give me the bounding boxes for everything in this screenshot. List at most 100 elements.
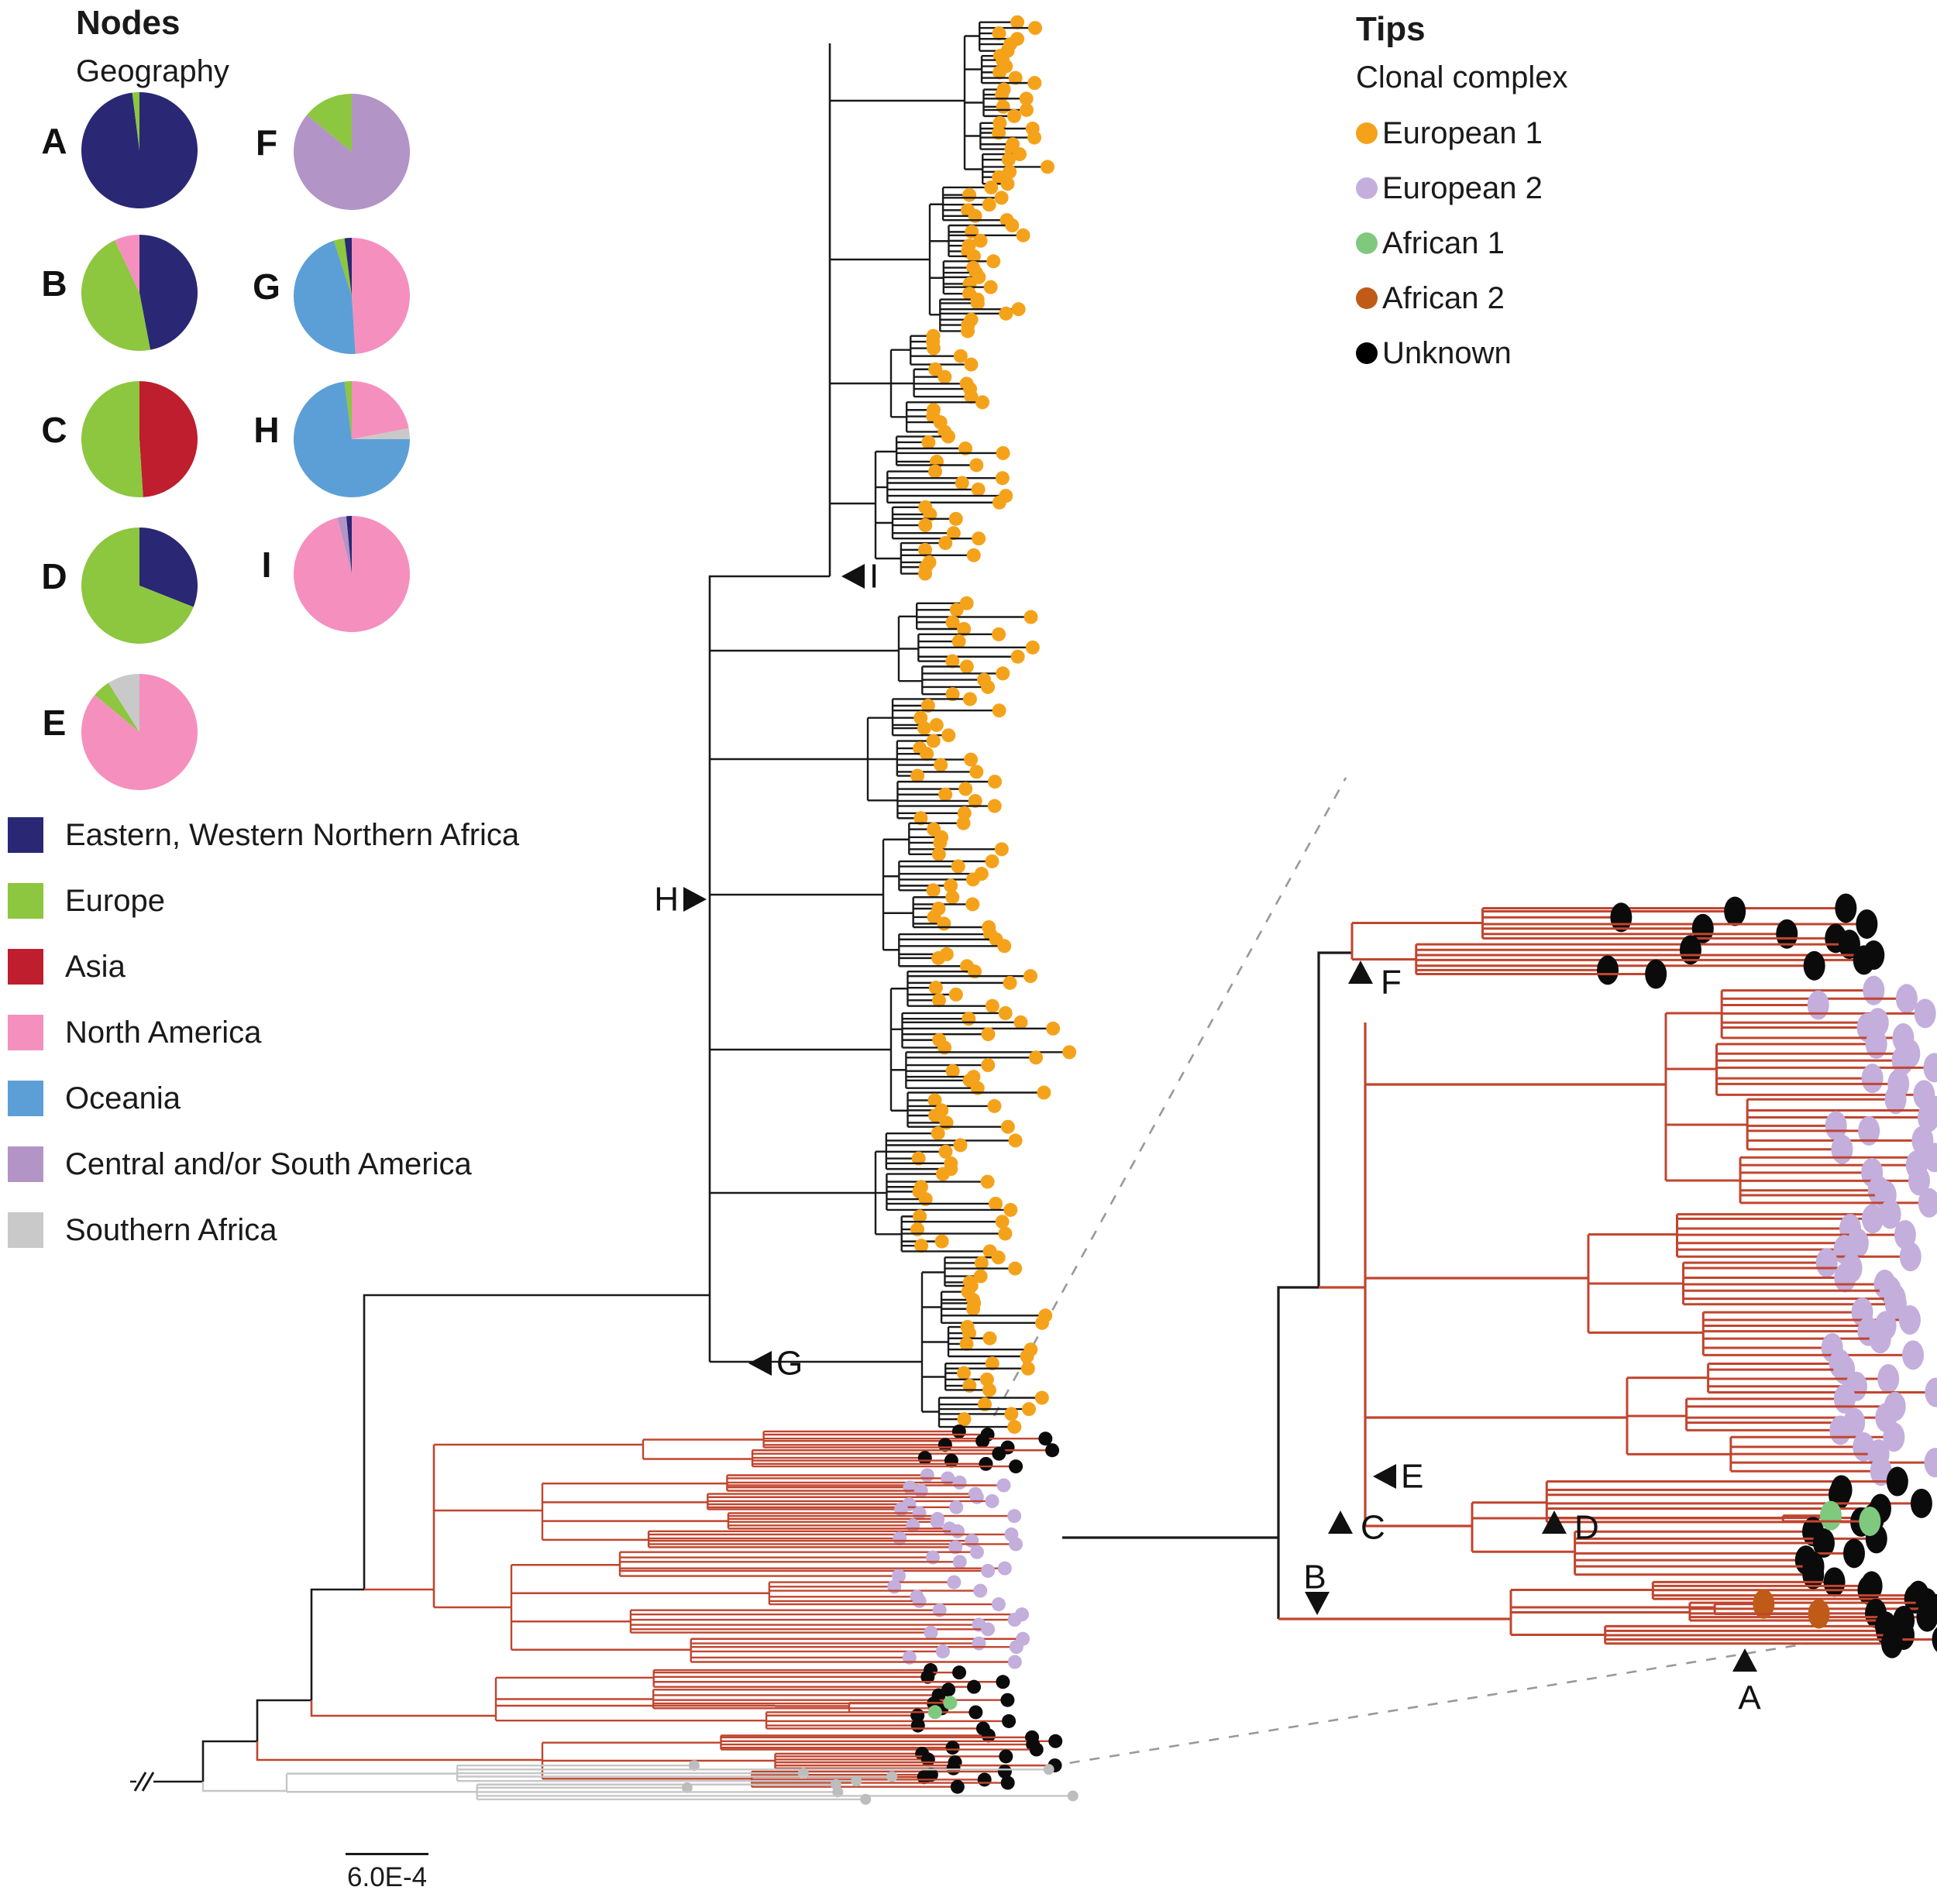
geography-legend-item-5: Central and/or South America — [8, 1146, 519, 1182]
tip-orange — [970, 1081, 985, 1095]
tip-orange — [979, 1372, 994, 1387]
tip-orange — [982, 1331, 997, 1346]
node-pie-B: B — [41, 235, 198, 351]
tip-orange — [1000, 177, 1015, 191]
tip-orange — [921, 435, 936, 449]
nodes-legend: Nodes Geography — [76, 4, 229, 88]
tip-black — [1886, 1466, 1908, 1497]
tip-orange — [928, 981, 943, 995]
tip-purple — [973, 1583, 988, 1598]
tree-backbone — [201, 1782, 287, 1792]
tips-legend-item-2: African 1 — [1356, 225, 1567, 262]
tip-orange — [993, 65, 1007, 80]
tip-orange — [974, 1256, 989, 1270]
tip-orange — [970, 296, 985, 311]
tip-purple — [1924, 1448, 1937, 1478]
tip-orange — [962, 1326, 976, 1341]
scale-bar-label: 6.0E-4 — [347, 1862, 428, 1892]
tip-orange — [965, 872, 980, 887]
pie-slice — [81, 381, 143, 497]
tip-orange — [1037, 1085, 1051, 1100]
tip-orange — [941, 728, 956, 743]
tip-purple — [1009, 1640, 1024, 1655]
tip-brown — [1808, 1599, 1830, 1629]
node-pie-letter-F: F — [256, 122, 277, 163]
tip-orange — [1016, 228, 1030, 242]
tip-orange — [946, 526, 961, 541]
tip-orange — [1023, 969, 1037, 984]
tip-purple — [1883, 1422, 1905, 1452]
tip-purple — [981, 1563, 996, 1578]
tip-black — [938, 1438, 952, 1452]
tip-orange — [929, 717, 944, 732]
tip-black — [981, 1728, 996, 1743]
tip-orange — [949, 603, 964, 617]
tree-node-marker-G: G — [748, 1345, 803, 1383]
tip-orange — [968, 964, 982, 979]
tip-purple — [952, 1555, 967, 1569]
geography-legend: Eastern, Western Northern Africa Europe As… — [8, 817, 519, 1278]
tip-orange — [992, 495, 1006, 510]
tip-orange — [994, 191, 1009, 205]
tip-orange — [920, 699, 935, 713]
tip-purple — [949, 1500, 964, 1514]
tip-orange — [938, 1040, 952, 1055]
node-marker-arrow-icon — [1348, 961, 1373, 984]
pie-slice — [81, 674, 198, 790]
tip-orange — [969, 765, 984, 779]
tip-orange — [1022, 1402, 1037, 1417]
tip-purple — [1858, 1115, 1880, 1146]
node-pie-letter-C: C — [41, 410, 67, 450]
tip-black — [1645, 959, 1667, 989]
tip-black — [1048, 1734, 1063, 1748]
node-marker-arrow-icon — [1373, 1464, 1396, 1489]
geography-legend-item-0: Eastern, Western Northern Africa — [8, 817, 519, 853]
tree-clade-O5 — [897, 596, 1040, 702]
tip-black — [1812, 1528, 1835, 1558]
tip-purple — [1861, 1204, 1884, 1234]
tip-orange — [938, 787, 953, 802]
tip-orange — [1008, 1133, 1023, 1148]
tip-orange — [957, 1366, 972, 1380]
tip-orange — [1006, 108, 1021, 123]
tip-orange — [982, 1383, 996, 1397]
tip-orange — [956, 816, 971, 830]
tip-black — [920, 1669, 935, 1684]
tip-black — [975, 1434, 990, 1449]
tip-orange — [938, 1144, 953, 1159]
tip-black — [1000, 1775, 1015, 1790]
tip-orange — [992, 627, 1006, 641]
geography-color-swatch — [8, 1081, 43, 1116]
tip-purple — [996, 1478, 1011, 1493]
tips-legend-item-3: African 2 — [1356, 280, 1567, 317]
tip-brown — [1753, 1589, 1775, 1619]
node-pie-D: D — [41, 528, 198, 644]
tip-purple — [1825, 1111, 1847, 1141]
node-marker-label: A — [1738, 1679, 1761, 1717]
node-pie-letter-A: A — [41, 121, 67, 161]
node-marker-label: F — [1381, 964, 1402, 1002]
tip-orange — [981, 1058, 996, 1073]
tree-clade-O8 — [889, 964, 1077, 1134]
tip-orange — [945, 687, 960, 702]
tip-purple — [997, 1561, 1012, 1576]
tip-orange — [978, 1397, 993, 1412]
tip-purple — [1861, 1064, 1884, 1094]
tip-orange — [1010, 15, 1025, 29]
tip-orange — [1035, 1315, 1050, 1330]
node-pie-C: C — [41, 381, 198, 497]
tip-orange — [914, 1239, 929, 1253]
pie-slice — [352, 381, 409, 439]
tip-orange — [927, 1093, 942, 1108]
node-pie-I: I — [262, 516, 410, 632]
tree-backbone — [363, 1294, 710, 1590]
tip-black — [979, 1456, 993, 1471]
tip-purple — [1007, 1655, 1022, 1669]
tree-clade-O7 — [882, 816, 1012, 974]
tree-node-marker-C: C — [1328, 1509, 1385, 1547]
geography-legend-label: Southern Africa — [65, 1212, 277, 1247]
tip-orange — [975, 395, 989, 410]
tip-orange — [988, 775, 1003, 789]
tip-color-dot — [1356, 122, 1378, 145]
